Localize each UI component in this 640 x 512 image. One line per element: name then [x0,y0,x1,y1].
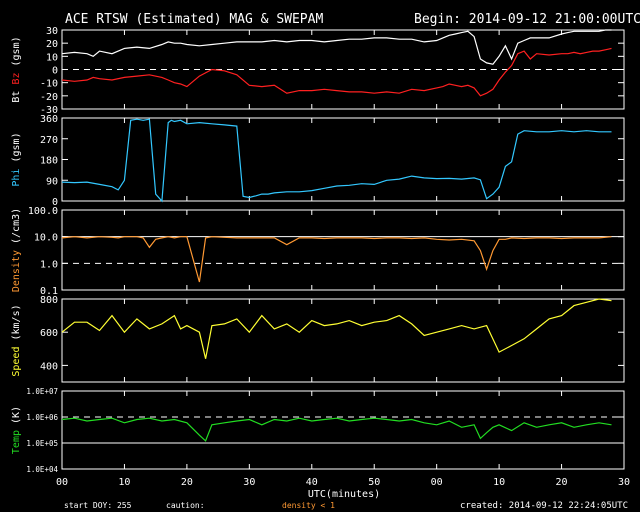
series-line-bz [61,47,612,97]
xtick-label: 40 [306,477,318,488]
ytick-label-temp: 1.0E+07 [26,387,58,396]
ytick-label-density: 100.0 [28,206,58,217]
ytick-label-mag: -30 [40,105,58,116]
panel-frame-temp [61,390,625,470]
ylabel-temp: Temp (K) [11,406,22,454]
xtick-label: 10 [493,477,505,488]
xtick-label: 10 [118,477,130,488]
ytick-label-speed: 800 [40,295,58,306]
ytick-label-mag: 20 [46,39,58,50]
ytick-label-speed: 400 [40,361,58,372]
ytick-label-phi: 360 [40,114,58,125]
start-doy: start DOY: 255 [64,501,132,510]
panel-frame-density [61,209,625,291]
xtick-label: 20 [556,477,568,488]
xtick-label: 50 [368,477,380,488]
ytick-label-phi: 270 [40,135,58,146]
ytick-label-mag: 10 [46,52,58,63]
ytick-label-phi: 0 [52,197,58,208]
ytick-label-phi: 180 [40,156,58,167]
begin-time: Begin: 2014-09-12 21:00:00UTC [414,12,640,27]
ytick-label-temp: 1.0E+04 [26,465,58,474]
series-line-temp [61,417,612,442]
xtick-label: 00 [56,477,68,488]
panel-frame-speed [61,298,625,383]
xtick-label: 00 [431,477,443,488]
x-axis-label: UTC(minutes) [308,489,380,500]
ylabel-phi: Phi (gsm) [11,132,22,186]
series-line-phi [61,118,612,203]
ylabel-mag: Bt Bz (gsm) [11,36,22,102]
ytick-label-density: 10.0 [34,233,58,244]
ytick-label-phi: 90 [46,176,58,187]
ytick-label-density: 0.1 [40,286,58,297]
xtick-label: 30 [618,477,630,488]
ytick-label-mag: -20 [40,92,58,103]
xtick-label: 30 [243,477,255,488]
panel-frame-phi [61,117,625,202]
ytick-label-mag: 0 [52,66,58,77]
ytick-label-mag: -10 [40,79,58,90]
caution-label: caution: [166,501,205,510]
density-caution-note: density < 1 [282,501,335,510]
series-line-density [61,236,612,283]
ytick-label-temp: 1.0E+06 [26,413,58,422]
xtick-label: 20 [181,477,193,488]
series-line-speed [61,298,612,359]
created-time: created: 2014-09-12 22:24:05UTC [460,501,628,511]
ylabel-density: Density (/cm3) [11,208,22,292]
ylabel-speed: Speed (km/s) [11,304,22,376]
ytick-label-mag: 30 [46,26,58,37]
series-line-bt [61,29,612,65]
chart-title: ACE RTSW (Estimated) MAG & SWEPAM [65,12,323,27]
ytick-label-density: 1.0 [40,259,58,270]
ytick-label-temp: 1.0E+05 [26,439,58,448]
ytick-label-speed: 600 [40,328,58,339]
